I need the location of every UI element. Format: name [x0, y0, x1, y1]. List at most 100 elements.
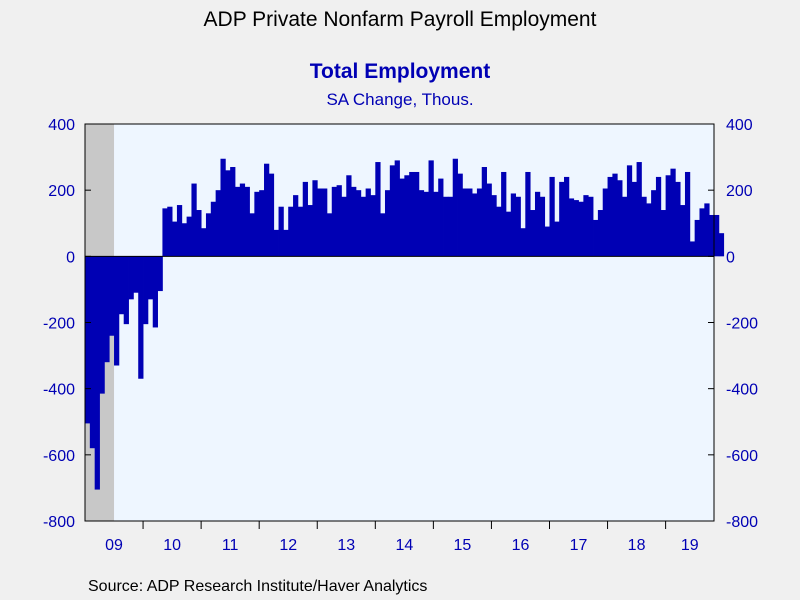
bar	[510, 193, 517, 257]
bar	[118, 256, 125, 315]
y-tick-label-right: -600	[726, 448, 758, 465]
bar	[293, 195, 299, 257]
bar	[384, 190, 391, 257]
bar	[147, 256, 154, 300]
bar	[534, 191, 541, 257]
bar	[617, 180, 623, 257]
bar	[191, 183, 197, 257]
bar	[283, 229, 289, 257]
y-tick-label-right: 200	[726, 183, 753, 200]
bar	[322, 188, 328, 257]
bar	[714, 214, 720, 257]
bar	[225, 170, 231, 257]
x-tick-label: 13	[337, 537, 355, 554]
bar	[220, 158, 226, 257]
bar	[172, 221, 178, 257]
bar	[341, 196, 347, 257]
bar	[133, 256, 139, 293]
bar	[568, 198, 575, 257]
bar	[684, 171, 691, 257]
bar	[380, 213, 386, 257]
bar	[249, 213, 255, 257]
bar	[297, 206, 304, 257]
bar	[433, 191, 439, 257]
bar	[486, 183, 492, 257]
bar	[375, 162, 381, 257]
x-tick-label: 09	[105, 537, 123, 554]
bar	[205, 213, 212, 257]
x-tick-label: 18	[628, 537, 646, 554]
bar	[443, 196, 449, 257]
bar	[452, 158, 458, 257]
bar	[239, 183, 246, 257]
bar	[128, 256, 134, 300]
bar	[331, 186, 337, 257]
bar	[496, 206, 502, 257]
unit-label: SA Change, Thous.	[326, 90, 474, 109]
bar	[718, 233, 725, 257]
bar	[162, 208, 168, 257]
x-tick-label: 15	[454, 537, 472, 554]
chart-title: ADP Private Nonfarm Payroll Employment	[203, 8, 597, 31]
bar	[94, 256, 100, 490]
bar	[675, 181, 681, 257]
bar	[234, 186, 241, 257]
bar	[176, 205, 183, 257]
bar	[404, 175, 410, 257]
bar	[491, 195, 497, 257]
bar	[360, 196, 367, 257]
bar	[201, 228, 207, 257]
bar	[462, 188, 468, 257]
bar	[138, 256, 144, 379]
bar	[264, 163, 270, 257]
bar	[641, 196, 647, 257]
bar	[704, 203, 710, 257]
bar	[501, 171, 507, 257]
bar	[689, 241, 696, 257]
bar	[394, 160, 400, 257]
bar	[438, 178, 444, 257]
bar	[418, 190, 425, 257]
bar	[709, 214, 715, 257]
bar	[288, 206, 294, 257]
bar	[346, 175, 352, 257]
y-tick-label-right: -400	[726, 382, 758, 399]
bar	[655, 176, 662, 257]
bar	[549, 176, 555, 257]
bar	[152, 256, 158, 328]
y-tick-label-right: 400	[726, 117, 753, 134]
bar	[423, 191, 429, 257]
bar	[544, 226, 550, 257]
y-tick-label-left: 400	[48, 117, 75, 134]
source-note: Source: ADP Research Institute/Haver Ana…	[88, 578, 428, 595]
bar	[278, 206, 284, 257]
bar	[370, 195, 376, 257]
bar	[665, 175, 671, 257]
x-tick-label: 14	[395, 537, 413, 554]
chart-subtitle: Total Employment	[309, 60, 491, 83]
bar	[317, 188, 323, 257]
y-tick-label-right: 0	[726, 249, 735, 266]
bar	[578, 201, 584, 257]
x-tick-label: 12	[279, 537, 297, 554]
bar	[515, 196, 521, 257]
bar	[210, 201, 217, 257]
bar	[389, 165, 396, 257]
bar	[631, 181, 637, 257]
bar	[530, 210, 536, 257]
y-tick-label-right: -800	[726, 514, 758, 531]
bar	[273, 229, 279, 257]
bar	[559, 181, 565, 257]
bar	[254, 191, 260, 257]
bar	[143, 256, 149, 325]
bar	[336, 185, 342, 257]
bar	[607, 176, 613, 257]
bar	[312, 180, 318, 257]
bar	[646, 203, 652, 257]
bar	[583, 195, 589, 257]
bar	[554, 221, 560, 257]
bar	[520, 228, 526, 257]
bar	[244, 186, 250, 257]
x-tick-label: 10	[163, 537, 181, 554]
